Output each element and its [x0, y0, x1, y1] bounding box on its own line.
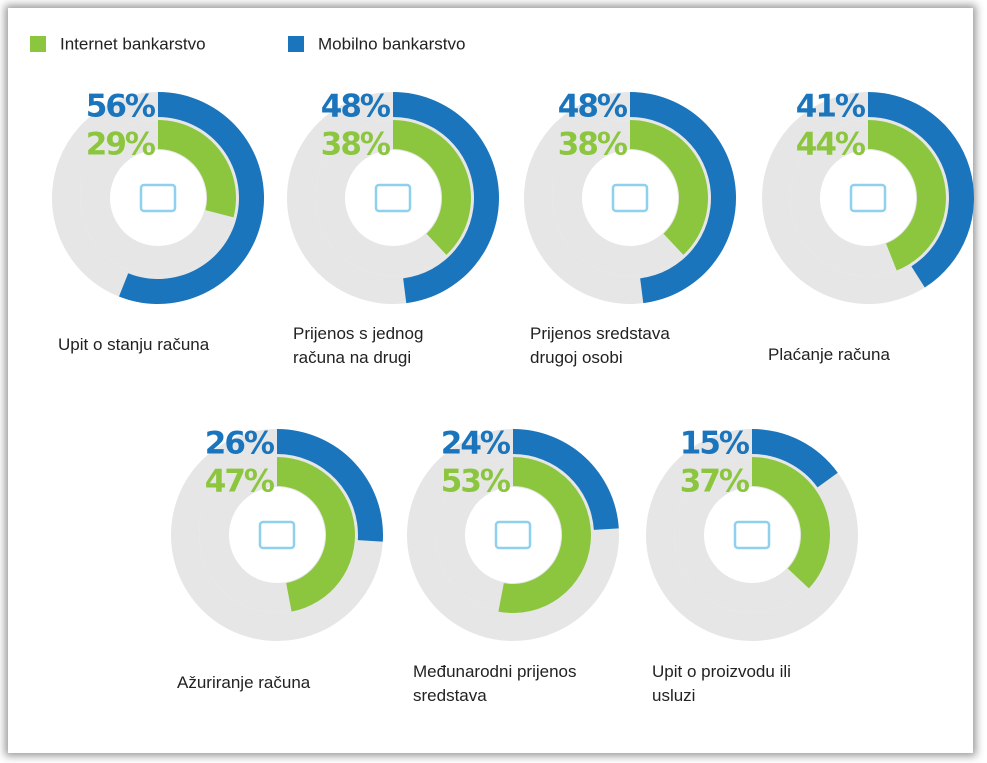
value-label: 41% — [796, 89, 866, 125]
value-label: 53% — [441, 464, 511, 500]
legend-label: Internet bankarstvo — [60, 34, 206, 53]
center — [347, 152, 439, 244]
legend-swatch — [288, 36, 304, 52]
value-label: 48% — [558, 89, 628, 125]
icon — [374, 183, 412, 213]
value-label: 48% — [321, 89, 391, 125]
category-label: Međunarodni prijenos sredstava — [413, 662, 577, 705]
value-label: 38% — [558, 127, 628, 163]
value-label: 56% — [86, 89, 156, 125]
arc — [630, 120, 708, 255]
arc — [498, 457, 591, 613]
value-label: 44% — [796, 127, 866, 163]
icon — [849, 183, 887, 213]
center — [706, 489, 798, 581]
arc — [630, 92, 737, 304]
category-label: Prijenos sredstava drugoj osobi — [530, 324, 670, 367]
arc — [393, 92, 499, 304]
icon — [258, 520, 296, 550]
arc — [868, 92, 974, 288]
value-label: 26% — [205, 426, 275, 462]
center — [467, 489, 559, 581]
center — [231, 489, 323, 581]
category-label: Upit o stanju računa — [58, 335, 210, 354]
icon — [611, 183, 649, 213]
value-label: 38% — [321, 127, 391, 163]
arc — [752, 429, 838, 488]
arc — [393, 120, 472, 255]
arc — [752, 457, 830, 589]
icon — [139, 183, 177, 213]
value-label: 29% — [86, 127, 156, 163]
legend-label: Mobilno bankarstvo — [318, 34, 465, 53]
value-label: 37% — [680, 464, 750, 500]
value-label: 15% — [680, 426, 750, 462]
arc — [277, 429, 383, 542]
arc — [868, 120, 946, 271]
center — [112, 152, 204, 244]
arc — [513, 429, 619, 530]
category-label: Prijenos s jednog računa na drugi — [293, 324, 424, 367]
value-label: 24% — [441, 426, 511, 462]
legend-swatch — [30, 36, 46, 52]
icon — [494, 520, 532, 550]
arc — [118, 92, 265, 304]
icon — [733, 520, 771, 550]
category-label: Ažuriranje računa — [177, 673, 311, 692]
arc — [158, 120, 236, 218]
center — [822, 152, 914, 244]
category-label: Plaćanje računa — [768, 345, 890, 364]
arc — [277, 457, 356, 612]
category-label: Upit o proizvodu ili usluzi — [652, 662, 791, 705]
value-label: 47% — [205, 464, 275, 500]
center — [584, 152, 676, 244]
